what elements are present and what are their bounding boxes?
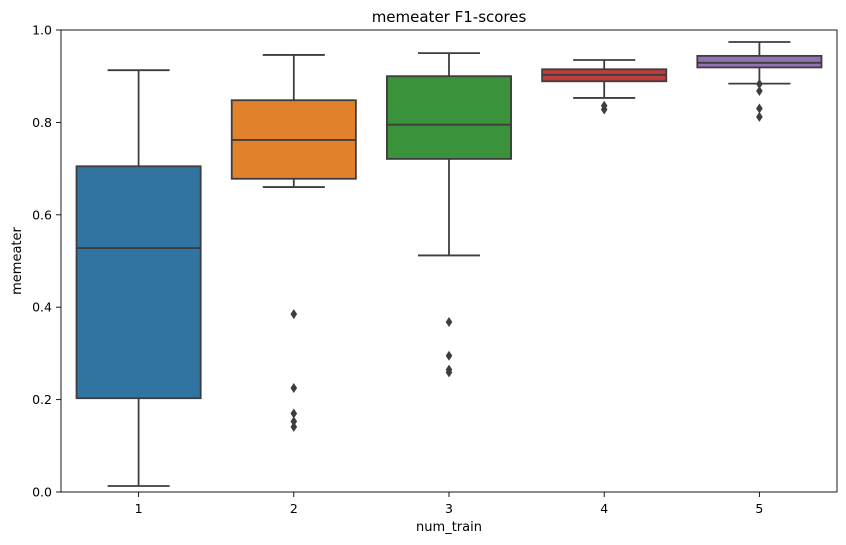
x-tick-label: 3 — [445, 501, 453, 516]
x-axis-label: num_train — [416, 520, 482, 535]
outlier-point — [290, 408, 298, 419]
outlier-point — [756, 111, 763, 122]
box-3 — [386, 75, 512, 160]
outlier-point — [290, 383, 298, 394]
x-tick-label: 2 — [290, 501, 298, 516]
chart-title: memeater F1-scores — [372, 8, 527, 26]
outlier-point — [290, 421, 298, 432]
outlier-point — [290, 416, 298, 427]
box-5 — [696, 54, 823, 69]
y-tick-label: 0.4 — [32, 300, 52, 315]
x-tick-label: 5 — [755, 501, 763, 516]
x-tick-label: 1 — [135, 501, 143, 516]
outlier-point — [445, 316, 453, 327]
y-tick-label: 1.0 — [32, 23, 52, 38]
y-tick-label: 0.8 — [32, 115, 52, 130]
outlier-point — [445, 350, 453, 361]
outlier-point — [756, 103, 763, 114]
y-tick-label: 0.6 — [32, 207, 52, 222]
plot-frame — [60, 29, 838, 493]
plot-area: 0.0 0.2 0.4 0.6 0.8 1.0 1 2 3 4 5 — [32, 23, 823, 516]
outlier-point — [756, 85, 763, 96]
y-tick-label: 0.0 — [32, 485, 52, 500]
outlier-point — [600, 104, 608, 115]
box-1 — [75, 165, 202, 400]
x-tick-label: 4 — [600, 501, 608, 516]
y-tick-label: 0.2 — [32, 392, 52, 407]
outlier-point — [445, 367, 453, 378]
outlier-point — [756, 79, 763, 90]
y-axis-label: memeater — [10, 226, 25, 294]
outlier-point — [290, 309, 298, 320]
